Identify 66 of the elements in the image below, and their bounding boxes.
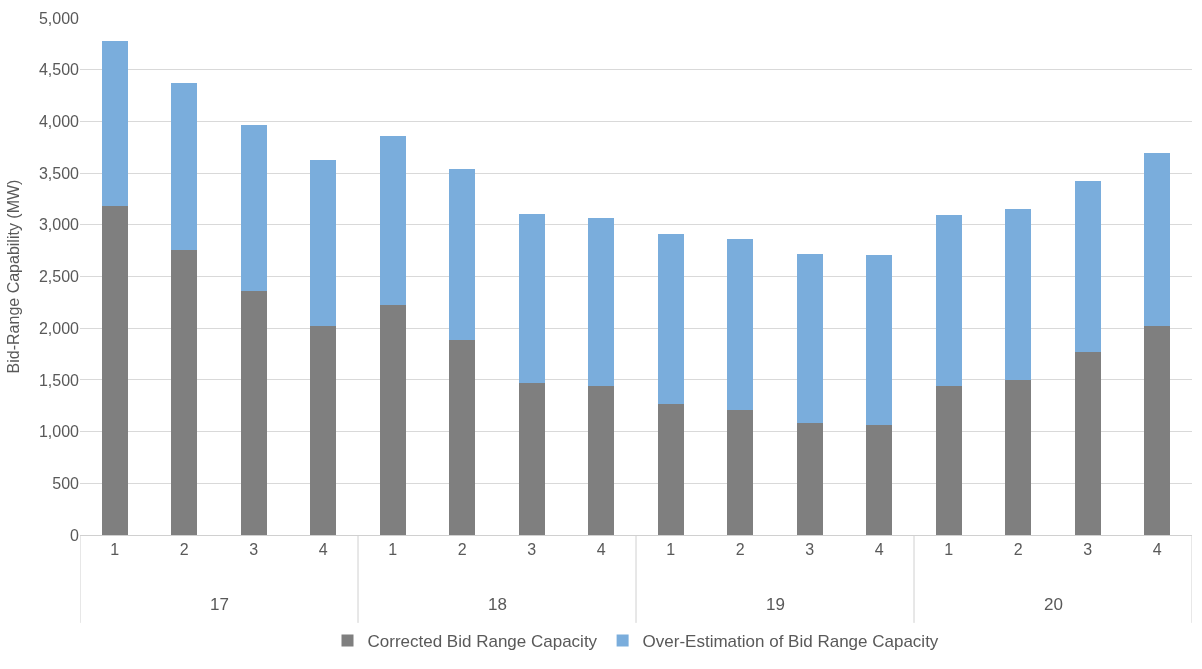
bar: [935, 215, 962, 387]
bar: [449, 339, 476, 535]
bar: [1074, 351, 1101, 535]
bar: [588, 217, 615, 387]
y-tick-label: 2,500: [38, 268, 80, 286]
bar: [727, 239, 754, 410]
y-tick-label: 3,500: [38, 164, 80, 182]
x-tick-label: 4: [874, 541, 884, 559]
bar: [518, 214, 545, 383]
bar: [657, 234, 684, 404]
bar: [588, 386, 615, 535]
bar: [171, 249, 198, 535]
x-tick-label: 3: [805, 541, 815, 559]
bar: [1074, 181, 1101, 352]
text: 17: [210, 595, 229, 614]
bar: [935, 386, 962, 535]
x-tick-label: 1: [388, 541, 398, 559]
x-tick-label: 3: [249, 541, 259, 559]
text: 19: [766, 595, 785, 614]
text: 18: [488, 595, 507, 614]
x-tick-label: 2: [735, 541, 745, 559]
bar: [796, 253, 823, 424]
bar: [866, 254, 893, 426]
y-axis-title: Bid-Range Capability (MW): [4, 179, 22, 374]
x-tick-label: 2: [1013, 541, 1023, 559]
bar: [449, 168, 476, 340]
bar: [379, 135, 406, 306]
y-tick-label: 0: [70, 526, 80, 544]
bar: [240, 290, 267, 535]
legend-label: Corrected Bid Range Capacity: [367, 632, 598, 652]
bar: [727, 409, 754, 535]
bar: [1144, 326, 1171, 535]
bar: [240, 124, 267, 291]
bar: [866, 425, 893, 535]
text: 20: [1044, 595, 1063, 614]
legend-label: Over-Estimation of Bid Range Capacity: [642, 632, 939, 652]
y-tick-label: 1,000: [38, 423, 80, 441]
y-tick-label: 3,000: [38, 216, 80, 234]
bar: [101, 206, 128, 535]
x-tick-label: 1: [110, 541, 120, 559]
y-tick-label: 4,000: [38, 113, 80, 130]
y-tick-label: 5,000: [38, 9, 80, 27]
x-tick-label: 2: [179, 541, 189, 559]
bar: [1005, 209, 1032, 380]
bar: [1144, 153, 1171, 327]
x-tick-label: 3: [1083, 541, 1093, 559]
x-tick-label: 2: [457, 541, 467, 559]
bar: [379, 305, 406, 535]
x-tick-label: 1: [944, 541, 954, 559]
y-tick-label: 1,500: [38, 371, 80, 389]
bar: [657, 403, 684, 535]
bar: [171, 83, 198, 250]
bar: [518, 383, 545, 535]
bar: [310, 326, 337, 535]
bar: [101, 40, 128, 207]
y-tick-label: 500: [52, 474, 80, 492]
bar: [1005, 379, 1032, 535]
x-tick-label: 3: [527, 541, 537, 559]
y-tick-label: 4,500: [38, 61, 80, 79]
bar: [310, 159, 337, 327]
x-tick-label: 4: [596, 541, 606, 559]
x-tick-label: 1: [666, 541, 676, 559]
y-tick-label: 2,000: [38, 319, 80, 337]
x-tick-label: 4: [1152, 541, 1162, 559]
bar: [796, 423, 823, 535]
x-tick-label: 4: [318, 541, 328, 559]
